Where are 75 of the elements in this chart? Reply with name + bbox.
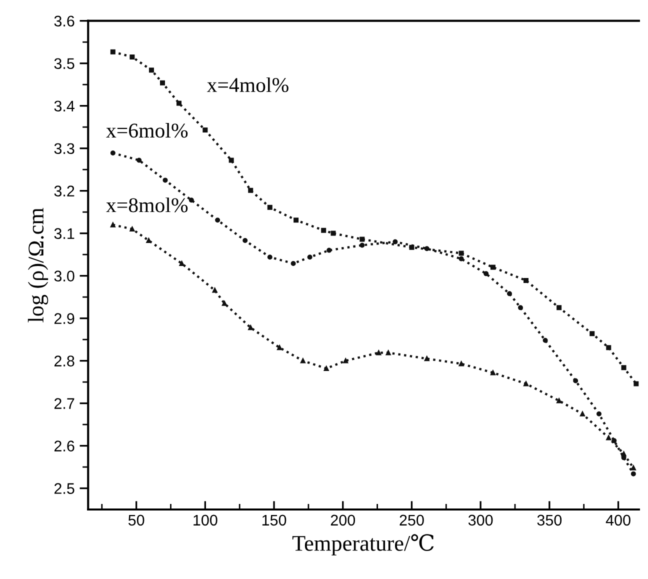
series-label: x=8mol% bbox=[106, 198, 188, 212]
point bbox=[621, 451, 626, 456]
point bbox=[130, 54, 135, 60]
point bbox=[458, 250, 464, 256]
point bbox=[294, 218, 299, 223]
point bbox=[630, 471, 636, 476]
point bbox=[267, 204, 272, 210]
y-tick-label: 3.5 bbox=[54, 58, 74, 70]
y-tick-label: 3.1 bbox=[54, 228, 74, 239]
point bbox=[424, 246, 430, 252]
point bbox=[590, 331, 595, 336]
point bbox=[360, 236, 365, 242]
point bbox=[248, 188, 254, 193]
point bbox=[110, 49, 116, 54]
y-tick-label: 2.5 bbox=[54, 483, 74, 494]
point bbox=[518, 305, 524, 310]
y-tick-label: 3.0 bbox=[54, 270, 74, 282]
point bbox=[222, 300, 227, 306]
point bbox=[458, 256, 464, 262]
x-axis-title: Temperature/℃ bbox=[292, 534, 434, 556]
point bbox=[392, 239, 398, 244]
point bbox=[324, 366, 329, 371]
y-tick-label: 3.2 bbox=[54, 186, 74, 197]
series-label: x=4mol% bbox=[206, 77, 288, 92]
point bbox=[110, 150, 116, 156]
point bbox=[202, 128, 208, 133]
y-tick-label: 2.9 bbox=[54, 313, 74, 324]
y-tick-label: 3.6 bbox=[54, 16, 74, 27]
point bbox=[556, 305, 562, 310]
x-tick-label: 150 bbox=[262, 514, 286, 526]
point bbox=[360, 242, 365, 248]
x-tick-label: 400 bbox=[606, 514, 630, 526]
point bbox=[321, 228, 326, 233]
point bbox=[228, 158, 234, 163]
point bbox=[506, 291, 512, 296]
point bbox=[160, 80, 165, 86]
point bbox=[176, 100, 182, 106]
point bbox=[267, 254, 272, 260]
point bbox=[490, 264, 496, 270]
point bbox=[542, 338, 548, 343]
y-tick-label: 3.3 bbox=[54, 143, 74, 154]
point bbox=[148, 68, 154, 73]
series-label: x=6mol% bbox=[106, 122, 188, 138]
point bbox=[606, 345, 612, 350]
y-tick-label: 2.7 bbox=[54, 398, 74, 409]
point bbox=[580, 411, 585, 416]
y-tick-label: 2.8 bbox=[54, 356, 74, 366]
point bbox=[524, 278, 529, 283]
point bbox=[330, 230, 336, 236]
point bbox=[188, 198, 194, 203]
y-axis-title: log (ρ)/Ω.cm bbox=[28, 208, 48, 322]
point bbox=[573, 378, 578, 384]
x-tick-label: 50 bbox=[128, 514, 144, 526]
x-tick-label: 300 bbox=[468, 514, 493, 526]
point bbox=[307, 254, 312, 260]
x-tick-label: 250 bbox=[400, 514, 424, 526]
point bbox=[290, 260, 296, 266]
point bbox=[136, 158, 142, 163]
point bbox=[242, 238, 248, 244]
x-tick-label: 200 bbox=[330, 514, 356, 526]
x-tick-label: 350 bbox=[537, 514, 562, 526]
point bbox=[179, 260, 184, 266]
x-tick-label: 100 bbox=[194, 514, 218, 526]
point bbox=[110, 222, 116, 228]
point bbox=[409, 244, 414, 250]
point bbox=[621, 365, 626, 370]
point bbox=[634, 381, 639, 386]
y-tick-label: 2.6 bbox=[54, 440, 74, 452]
point bbox=[596, 411, 602, 416]
point bbox=[484, 271, 489, 276]
point bbox=[630, 465, 636, 470]
y-tick-label: 3.4 bbox=[54, 100, 74, 112]
point bbox=[215, 218, 220, 223]
point bbox=[326, 248, 332, 253]
point bbox=[162, 178, 168, 183]
